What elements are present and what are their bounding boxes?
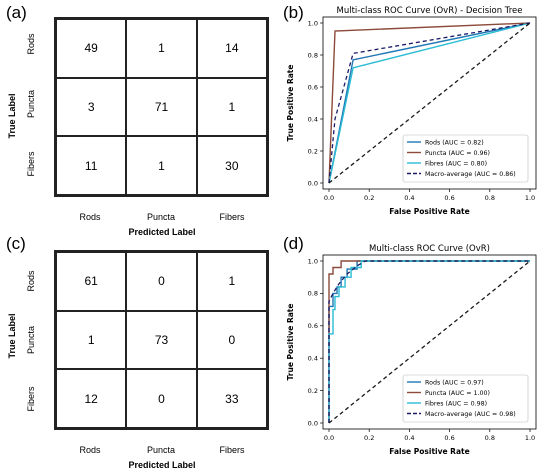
cm-cell: 3: [56, 77, 127, 137]
cm-c-row-label: Rods: [26, 270, 36, 292]
cm-a-row-label: Puncta: [26, 89, 36, 119]
x-tick-label: 1.0: [525, 434, 535, 442]
cm-a-col-label: Puncta: [146, 212, 176, 222]
y-tick-label: 0.2: [308, 387, 318, 395]
x-tick-label: 1.0: [525, 194, 535, 202]
cm-c-col-label: Fibers: [219, 445, 245, 455]
y-tick-label: 1.0: [308, 19, 318, 27]
x-tick-label: 0.8: [485, 434, 495, 442]
legend-label: Rods (AUC = 0.82): [425, 139, 484, 146]
cm-cell: 12: [56, 369, 127, 428]
roc-chart-b: Multi-class ROC Curve (OvR) - Decision T…: [286, 6, 537, 216]
chance-line: [328, 22, 531, 184]
cm-cell: 1: [126, 19, 197, 78]
legend-box: [402, 134, 529, 183]
cm-cell: 0: [126, 369, 197, 428]
cm-cell: 1: [126, 136, 197, 195]
cm-cell: 61: [56, 252, 127, 311]
cm-a-row-label: Fibers: [26, 151, 36, 177]
legend-label: Macro-average (AUC = 0.86): [425, 171, 516, 178]
cm-c-ylabel: True Label: [7, 313, 17, 359]
chance-line: [328, 260, 531, 424]
x-tick-label: 0.0: [324, 194, 334, 202]
cm-cell: 11: [56, 136, 127, 195]
cm-a-col-label: Rods: [79, 212, 101, 222]
x-tick-label: 0.4: [404, 434, 414, 442]
cm-c-grid: 61 0 1 1 73 0 12 0 33: [54, 250, 269, 430]
cm-c-col-label: Rods: [79, 445, 101, 455]
cm-a-row-label: Rods: [26, 33, 36, 55]
legend-label: Rods (AUC = 0.97): [425, 379, 484, 386]
panel-letter-b: (b): [283, 3, 304, 22]
panel-letter-a: (a): [6, 3, 27, 22]
cm-cell: 1: [196, 252, 267, 311]
roc-chart-d: Multi-class ROC Curve (OvR) 0.0 0.2 0.4 0.6 0…: [286, 244, 537, 456]
cm-c-row-label: Fibers: [26, 386, 36, 412]
panel-letter-d: (d): [283, 234, 304, 253]
x-tick-label: 0.8: [485, 194, 495, 202]
x-axis-label: False Positive Rate: [389, 447, 469, 456]
cm-a-ylabel: True Label: [7, 93, 17, 139]
x-tick-label: 0.4: [404, 194, 414, 202]
y-tick-label: 0.4: [308, 115, 318, 123]
cm-cell: 73: [126, 310, 197, 370]
x-tick-label: 0.6: [444, 194, 454, 202]
x-tick-label: 0.2: [364, 194, 374, 202]
x-tick-label: 0.6: [444, 434, 454, 442]
roc-series-line: [328, 260, 530, 423]
plot-frame: [322, 254, 537, 430]
y-tick-label: 0.6: [308, 322, 318, 330]
roc-series-line: [328, 260, 530, 423]
legend-label: Fibres (AUC = 0.98): [425, 400, 487, 407]
cm-cell: 14: [196, 19, 267, 78]
y-tick-label: 0.4: [308, 355, 318, 363]
legend-label: Puncta (AUC = 0.96): [425, 150, 490, 157]
y-tick-label: 0.8: [308, 290, 318, 298]
cm-c-col-label: Puncta: [146, 445, 176, 455]
cm-cell: 33: [196, 369, 267, 428]
x-axis-label: False Positive Rate: [389, 207, 469, 216]
x-tick-label: 0.2: [364, 434, 374, 442]
roc-series-line: [328, 22, 531, 184]
cm-c-row-label: Puncta: [26, 325, 36, 355]
y-axis-label: True Positive Rate: [286, 65, 295, 142]
legend-box: [402, 374, 529, 423]
chart-title: Multi-class ROC Curve (OvR) - Decision T…: [337, 6, 523, 16]
chart-title: Multi-class ROC Curve (OvR): [369, 244, 490, 254]
panel-letter-c: (c): [6, 234, 26, 253]
roc-series-line: [328, 260, 530, 423]
cm-cell: 0: [126, 252, 197, 311]
cm-a-grid: 49 1 14 3 71 1 11 1 30: [54, 17, 269, 197]
cm-c-xlabel: Predicted Label: [128, 460, 196, 470]
cm-a-xlabel: Predicted Label: [128, 227, 196, 237]
cm-cell: 0: [196, 310, 267, 370]
y-tick-label: 0.0: [308, 419, 318, 427]
cm-cell: 49: [56, 19, 127, 78]
legend-label: Fibres (AUC = 0.80): [425, 160, 487, 167]
y-tick-label: 0.0: [308, 179, 318, 187]
plot-frame: [322, 16, 537, 190]
legend-label: Macro-average (AUC = 0.98): [425, 411, 516, 418]
x-tick-label: 0.0: [324, 434, 334, 442]
y-axis-label: True Positive Rate: [286, 304, 295, 381]
legend-label: Puncta (AUC = 1.00): [425, 390, 490, 397]
y-tick-label: 0.8: [308, 51, 318, 59]
roc-series-line: [328, 22, 531, 184]
cm-cell: 71: [126, 77, 197, 137]
cm-cell: 1: [56, 310, 127, 370]
y-tick-label: 0.2: [308, 147, 318, 155]
cm-cell: 30: [196, 136, 267, 195]
y-tick-label: 0.6: [308, 83, 318, 91]
y-tick-label: 1.0: [308, 257, 318, 265]
roc-series-line: [328, 22, 531, 184]
cm-a-col-label: Fibers: [219, 212, 245, 222]
cm-cell: 1: [196, 77, 267, 137]
